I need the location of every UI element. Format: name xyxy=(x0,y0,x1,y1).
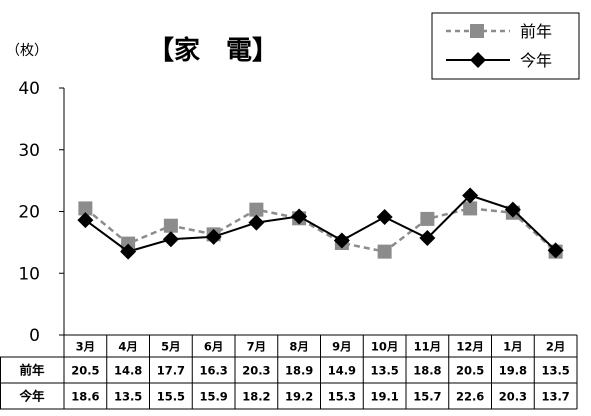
x-tick-label: 9月 xyxy=(332,340,352,354)
data-label: 15.7 xyxy=(413,390,441,404)
data-point xyxy=(205,228,222,245)
data-point xyxy=(420,211,435,226)
legend-marker-cur xyxy=(470,52,486,68)
data-label: 14.8 xyxy=(114,364,142,378)
x-tick-label: 5月 xyxy=(161,340,181,354)
data-point xyxy=(376,209,393,226)
data-label: 18.9 xyxy=(285,364,313,378)
data-label: 18.8 xyxy=(413,364,441,378)
data-point xyxy=(248,214,265,231)
legend-box xyxy=(431,12,580,80)
data-point xyxy=(78,201,93,216)
table-row-header: 前年 xyxy=(19,363,45,378)
legend: 前年 今年 xyxy=(431,12,580,80)
data-point xyxy=(291,208,308,225)
data-label: 15.3 xyxy=(328,390,356,404)
data-point xyxy=(77,212,94,229)
data-label: 17.7 xyxy=(157,364,185,378)
x-tick-label: 2月 xyxy=(546,340,566,354)
data-point xyxy=(162,231,179,248)
data-point xyxy=(333,232,350,249)
x-tick-label: 1月 xyxy=(503,340,523,354)
x-tick-label: 7月 xyxy=(247,340,267,354)
data-point xyxy=(377,244,392,259)
data-label: 14.9 xyxy=(328,364,356,378)
data-label: 16.3 xyxy=(199,364,227,378)
data-label: 15.9 xyxy=(199,390,227,404)
data-point xyxy=(462,187,479,204)
table-row-header: 今年 xyxy=(18,389,45,404)
data-label: 18.2 xyxy=(242,390,270,404)
data-label: 13.5 xyxy=(541,364,569,378)
legend-label-prev: 前年 xyxy=(520,22,552,41)
data-label: 15.5 xyxy=(157,390,185,404)
x-tick-label: 10月 xyxy=(371,340,399,354)
y-tick-label: 40 xyxy=(18,79,40,99)
data-point xyxy=(249,202,264,217)
data-label: 13.5 xyxy=(370,364,398,378)
x-tick-label: 12月 xyxy=(456,340,484,354)
x-tick-label: 6月 xyxy=(204,340,224,354)
series-line xyxy=(84,207,557,253)
legend-marker-prev xyxy=(470,24,484,38)
x-tick-label: 11月 xyxy=(414,340,442,354)
data-point xyxy=(547,242,564,259)
y-tick-label: 0 xyxy=(29,326,40,346)
data-label: 20.5 xyxy=(456,364,484,378)
data-label: 19.8 xyxy=(499,364,527,378)
x-tick-label: 4月 xyxy=(118,340,138,354)
chart-title: 【家 電】 xyxy=(148,35,278,66)
data-point xyxy=(120,243,137,260)
x-tick-label: 3月 xyxy=(76,340,96,354)
series-line xyxy=(84,194,557,253)
data-label: 19.1 xyxy=(370,390,398,404)
data-label: 19.2 xyxy=(285,390,313,404)
data-point xyxy=(504,201,521,218)
y-tick-label: 20 xyxy=(18,203,40,223)
data-label: 20.5 xyxy=(71,364,99,378)
data-point xyxy=(121,236,136,251)
data-label: 20.3 xyxy=(242,364,270,378)
data-point xyxy=(463,201,478,216)
data-point xyxy=(419,230,436,247)
y-unit-label: （枚） xyxy=(6,43,48,59)
data-point xyxy=(163,218,178,233)
data-label: 13.7 xyxy=(541,390,569,404)
legend-label-cur: 今年 xyxy=(520,51,552,70)
axes: 0 10 20 30 40 xyxy=(18,79,65,346)
x-tick-label: 8月 xyxy=(289,340,309,354)
data-label: 22.6 xyxy=(456,390,484,404)
data-label: 13.5 xyxy=(114,390,142,404)
y-tick-label: 30 xyxy=(18,141,40,161)
y-tick-label: 10 xyxy=(18,264,40,284)
data-label: 18.6 xyxy=(71,390,99,404)
data-label: 20.3 xyxy=(499,390,527,404)
series-layer xyxy=(77,187,564,260)
